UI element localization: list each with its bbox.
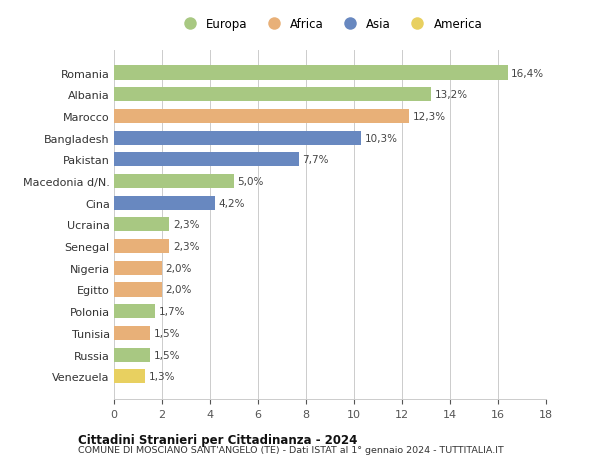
Text: 16,4%: 16,4% xyxy=(511,68,544,78)
Text: 4,2%: 4,2% xyxy=(218,198,245,208)
Bar xyxy=(114,218,169,232)
Text: 1,5%: 1,5% xyxy=(154,350,180,360)
Text: COMUNE DI MOSCIANO SANT'ANGELO (TE) - Dati ISTAT al 1° gennaio 2024 - TUTTITALIA: COMUNE DI MOSCIANO SANT'ANGELO (TE) - Da… xyxy=(78,445,504,454)
Text: 2,3%: 2,3% xyxy=(173,220,199,230)
Text: Cittadini Stranieri per Cittadinanza - 2024: Cittadini Stranieri per Cittadinanza - 2… xyxy=(78,433,358,446)
Text: 1,7%: 1,7% xyxy=(158,307,185,317)
Text: 12,3%: 12,3% xyxy=(413,112,446,122)
Bar xyxy=(114,261,162,275)
Text: 2,3%: 2,3% xyxy=(173,241,199,252)
Bar xyxy=(114,196,215,210)
Bar xyxy=(114,283,162,297)
Text: 1,5%: 1,5% xyxy=(154,328,180,338)
Text: 2,0%: 2,0% xyxy=(166,285,192,295)
Text: 2,0%: 2,0% xyxy=(166,263,192,273)
Text: 13,2%: 13,2% xyxy=(434,90,467,100)
Text: 5,0%: 5,0% xyxy=(238,177,264,187)
Bar xyxy=(114,348,150,362)
Text: 10,3%: 10,3% xyxy=(365,133,398,143)
Bar xyxy=(114,110,409,124)
Legend: Europa, Africa, Asia, America: Europa, Africa, Asia, America xyxy=(174,15,486,34)
Bar xyxy=(114,67,508,80)
Text: 7,7%: 7,7% xyxy=(302,155,329,165)
Bar xyxy=(114,304,155,319)
Bar xyxy=(114,174,234,189)
Bar xyxy=(114,131,361,146)
Bar xyxy=(114,88,431,102)
Bar xyxy=(114,369,145,383)
Bar xyxy=(114,153,299,167)
Text: 1,3%: 1,3% xyxy=(149,371,175,381)
Bar xyxy=(114,240,169,253)
Bar xyxy=(114,326,150,340)
